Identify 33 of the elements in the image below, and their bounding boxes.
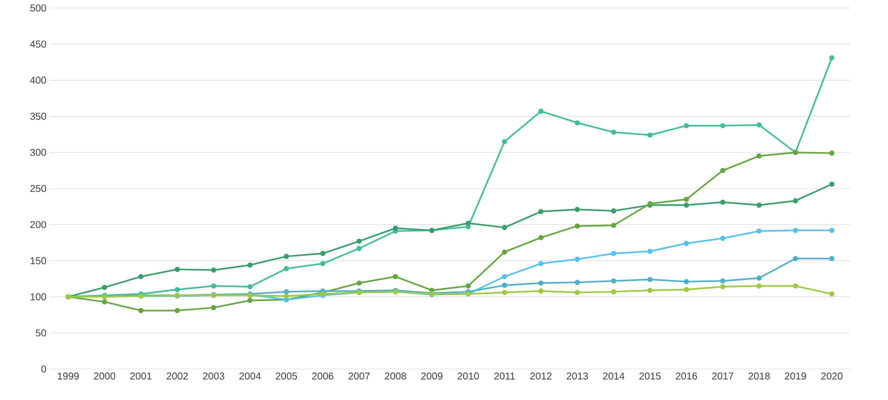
y-tick-label: 250 [30, 184, 46, 192]
x-tick-label: 2013 [566, 372, 588, 380]
y-tick-label: 300 [30, 148, 46, 156]
x-tick-label: 2014 [603, 372, 624, 380]
x-tick-label: 1999 [58, 372, 79, 380]
y-tick-label: 400 [30, 76, 46, 84]
x-tick-label: 2018 [748, 372, 770, 380]
x-tick-label: 2009 [421, 372, 442, 380]
x-tick-label: 2019 [784, 372, 806, 380]
y-tick-label: 0 [41, 365, 46, 373]
x-tick-label: 2015 [639, 372, 661, 380]
y-tick-label: 100 [30, 293, 46, 300]
x-tick-label: 2011 [494, 372, 515, 380]
x-tick-label: 2000 [94, 372, 116, 380]
x-tick-label: 2010 [458, 372, 479, 380]
x-tick-label: 2016 [676, 372, 698, 380]
y-tick-label: 200 [30, 221, 46, 228]
x-tick-label: 2006 [312, 372, 334, 380]
x-tick-label: 2012 [530, 372, 552, 380]
x-tick-label: 2002 [166, 372, 188, 380]
x-tick-label: 2017 [712, 372, 734, 380]
x-tick-label: 2004 [239, 372, 261, 380]
y-tick-label: 350 [30, 112, 46, 120]
x-tick-label: 2008 [384, 372, 406, 380]
x-tick-label: 2020 [821, 372, 843, 380]
y-tick-label: 500 [30, 4, 46, 12]
x-tick-label: 2001 [130, 372, 152, 380]
x-tick-label: 2003 [203, 372, 224, 380]
y-tick-label: 450 [30, 40, 46, 48]
x-tick-label: 2005 [276, 372, 298, 380]
y-tick-label: 150 [30, 257, 46, 264]
y-tick-label: 50 [36, 329, 46, 336]
x-tick-label: 2007 [348, 372, 370, 380]
